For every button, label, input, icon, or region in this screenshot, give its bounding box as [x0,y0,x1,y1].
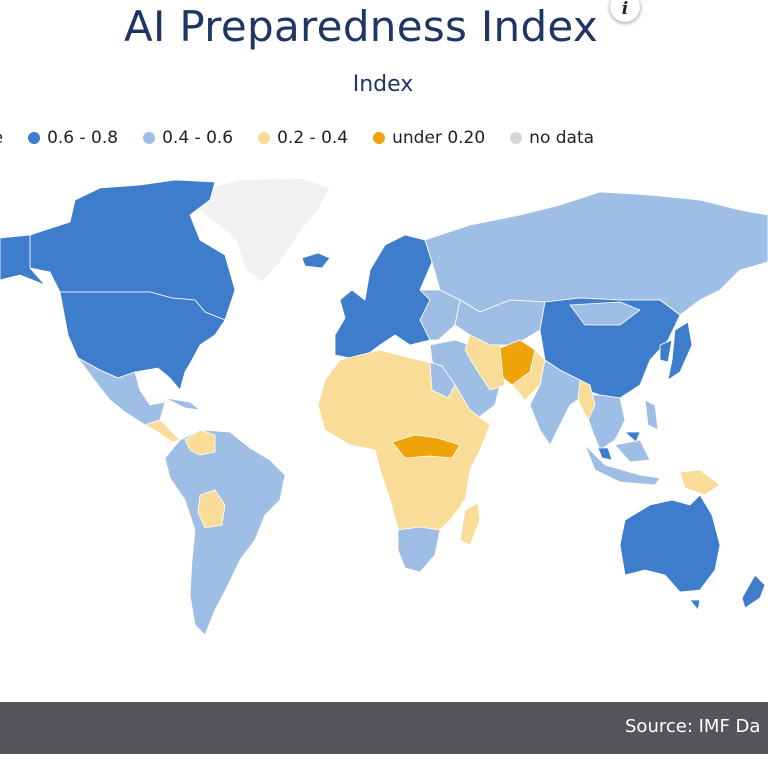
region-bolivia[interactable] [197,489,226,529]
legend-label: no data [529,128,595,148]
region-tasmania[interactable] [689,599,701,611]
region-south-america[interactable] [164,429,286,636]
region-korea-japan[interactable] [659,321,693,381]
region-png[interactable] [679,469,721,496]
region-philippines[interactable] [644,399,659,431]
region-usa[interactable] [59,291,226,391]
legend-label: re [0,128,3,148]
region-greenland[interactable] [194,177,331,283]
chart-title: AI Preparedness Index [124,2,598,51]
region-caribbean[interactable] [164,397,201,411]
chart-subtitle: Index [352,72,414,97]
legend-item-top[interactable]: re [0,128,3,148]
legend-dot-icon [143,132,156,144]
region-mexico[interactable] [77,357,166,426]
legend-dot-icon [510,132,523,144]
footer-bar: Source: IMF Da [0,702,768,754]
legend-item-0.2-0.4[interactable]: 0.2 - 0.4 [258,128,348,148]
region-new-zealand[interactable] [741,574,766,609]
region-australia[interactable] [619,494,721,593]
region-malaysia[interactable] [597,431,641,461]
world-map [0,177,768,636]
region-central-africa[interactable] [391,434,461,459]
legend: re 0.6 - 0.8 0.4 - 0.6 0.2 - 0.4 under 0… [0,128,619,148]
region-europe[interactable] [334,234,433,361]
region-southern-africa[interactable] [397,526,441,573]
legend-label: 0.4 - 0.6 [162,128,234,148]
region-iran[interactable] [464,334,506,391]
region-indonesia[interactable] [584,439,661,486]
region-central-america[interactable] [144,419,181,443]
region-russia[interactable] [424,191,768,316]
legend-item-under-0.20[interactable]: under 0.20 [373,128,485,148]
legend-item-0.4-0.6[interactable]: 0.4 - 0.6 [143,128,233,148]
region-central-asia[interactable] [454,299,546,346]
legend-item-no-data[interactable]: no data [510,128,594,148]
region-venezuela[interactable] [184,429,216,456]
region-iceland[interactable] [301,252,331,269]
legend-label: under 0.20 [392,128,486,148]
info-icon[interactable]: i [610,0,640,22]
region-madagascar[interactable] [459,502,481,546]
region-north-africa-east[interactable] [429,361,456,399]
source-text: Source: IMF Da [625,716,761,737]
legend-label: 0.2 - 0.4 [277,128,349,148]
legend-item-0.6-0.8[interactable]: 0.6 - 0.8 [28,128,118,148]
region-china[interactable] [539,297,681,399]
region-mongolia[interactable] [569,301,641,326]
region-alaska[interactable] [0,234,46,286]
legend-label: 0.6 - 0.8 [47,128,119,148]
region-myanmar[interactable] [577,379,596,421]
legend-dot-icon [373,132,386,144]
legend-dot-icon [28,132,41,144]
legend-dot-icon [258,132,271,144]
